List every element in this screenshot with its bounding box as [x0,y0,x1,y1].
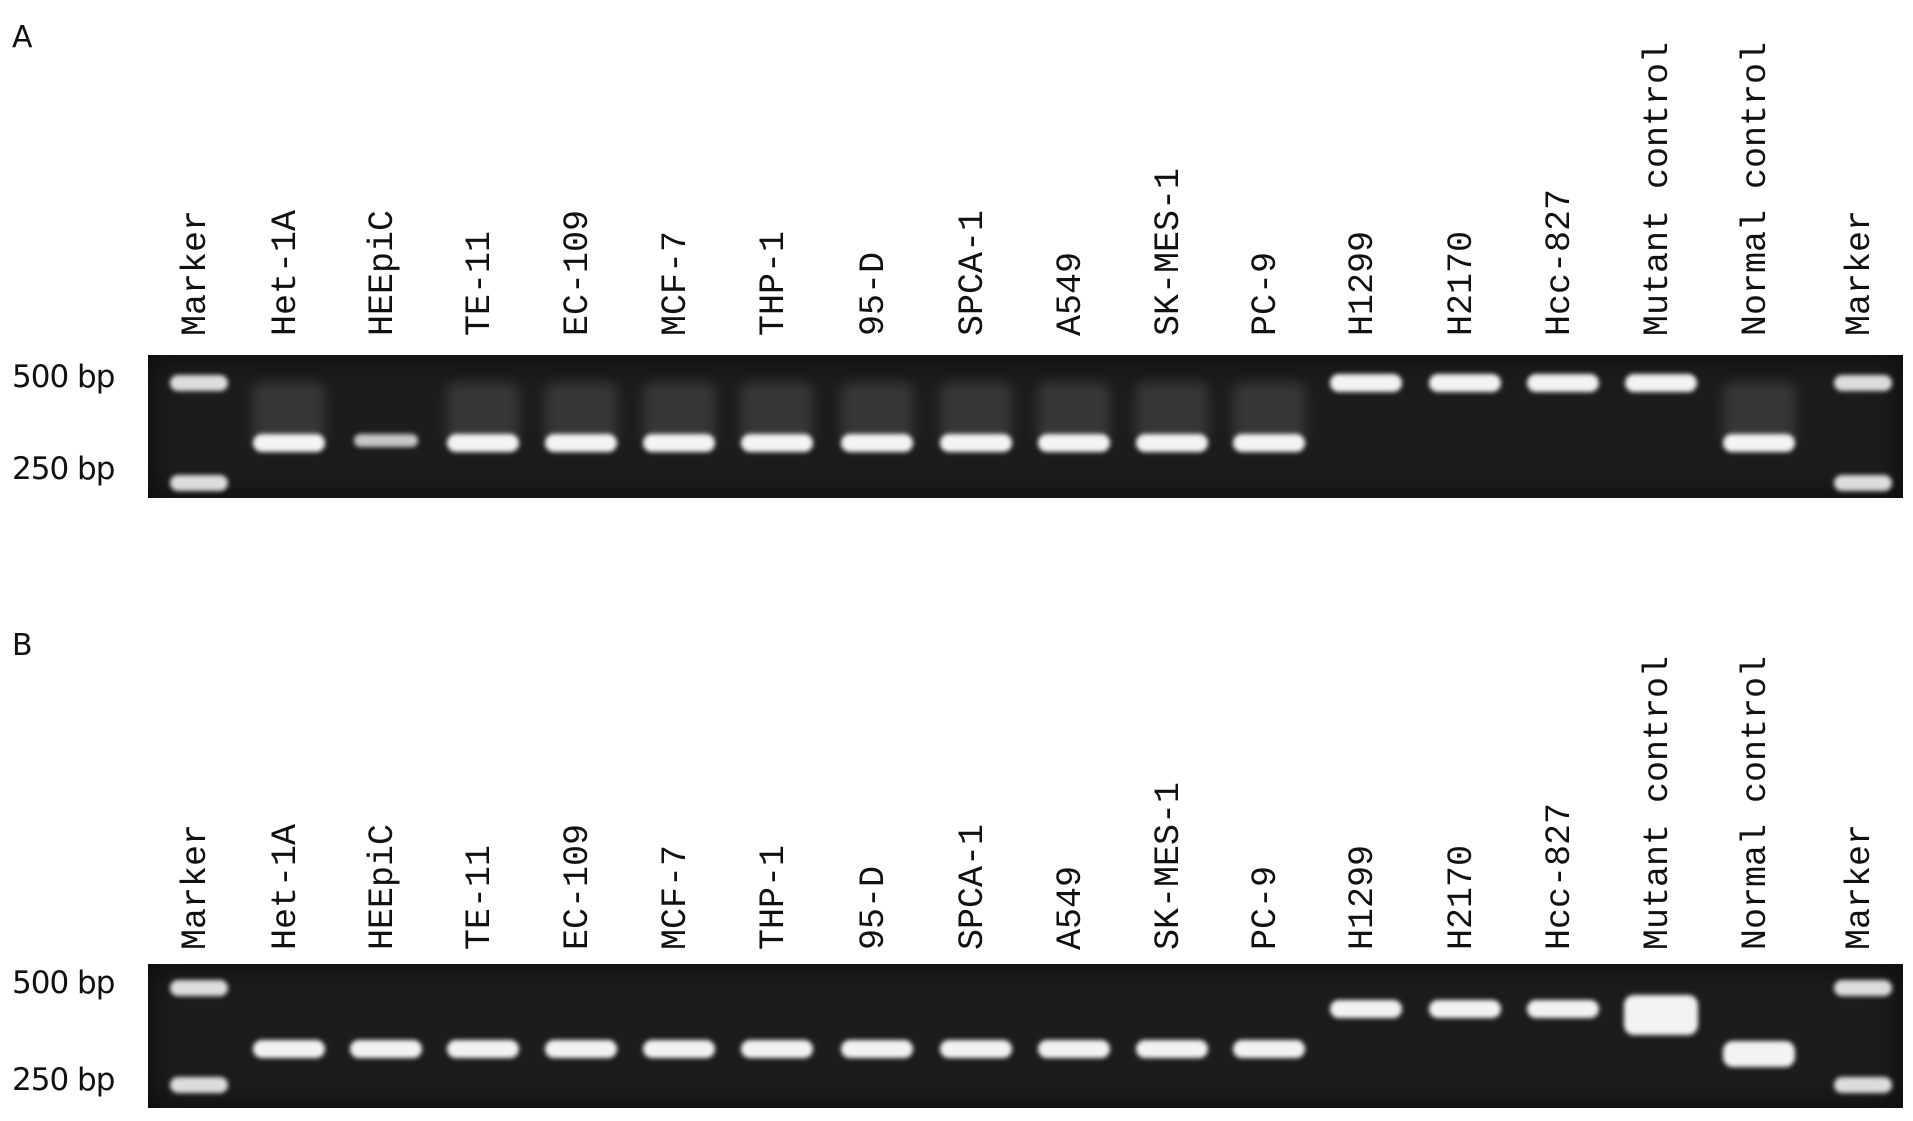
lane-label: EC-109 [557,823,598,950]
lane-label: Marker [176,823,217,950]
lane-label: H1299 [1343,230,1384,336]
lane-label: SK-MES-1 [1148,781,1189,950]
dna-band [170,1076,229,1093]
lane-label: THP-1 [753,844,794,950]
lane-label: MCF-7 [655,844,696,950]
dna-band [354,433,419,447]
dna-band [939,433,1012,452]
dna-band [1623,995,1698,1036]
lane-label: 95-D [853,865,894,950]
dna-band [1135,433,1208,452]
dna-band [447,433,520,452]
lane-label: A549 [1050,865,1091,950]
lane-label: Mutant control [1637,41,1678,336]
band-smear [1135,383,1208,443]
lane-label: A549 [1050,251,1091,336]
dna-band [840,433,913,452]
band-smear [1037,383,1110,443]
dna-band [1429,999,1502,1018]
lane-label: Normal control [1735,655,1776,950]
lane-label: H1299 [1343,844,1384,950]
band-smear [252,383,325,443]
lane-label: TE-11 [460,844,501,950]
dna-band [1833,1076,1892,1093]
dna-band [1526,373,1599,392]
panel-letter: A [12,20,33,55]
band-smear [1233,383,1306,443]
band-smear [740,383,813,443]
dna-band [1833,980,1892,997]
lane-label: Marker [1839,209,1880,336]
size-marker-250: 250 bp [12,1062,115,1098]
dna-band [170,374,229,391]
dna-band [939,1040,1012,1059]
band-smear [447,383,520,443]
lane-label: Het-1A [265,209,306,336]
band-smear [939,383,1012,443]
dna-band [1233,1040,1306,1059]
dna-band [642,433,715,452]
gel-image [148,355,1903,498]
lane-label: TE-11 [460,230,501,336]
dna-band [170,475,229,492]
dna-band [544,1040,617,1059]
lane-label: Marker [1839,823,1880,950]
dna-band [1722,433,1795,452]
lane-label: H2170 [1442,844,1483,950]
dna-band [1135,1040,1208,1059]
lane-label: MCF-7 [655,230,696,336]
dna-band [170,980,229,997]
lane-label: Het-1A [265,823,306,950]
lane-label: Normal control [1735,41,1776,336]
lane-label: H2170 [1442,230,1483,336]
lane-label: PC-9 [1246,251,1287,336]
lane-label: SK-MES-1 [1148,167,1189,336]
dna-band [252,1040,325,1059]
lane-label: HEEpiC [363,823,404,950]
gel-image [148,964,1903,1108]
dna-band [447,1040,520,1059]
dna-band [1330,999,1403,1018]
dna-band [1233,433,1306,452]
lane-label: THP-1 [753,230,794,336]
dna-band [1722,1041,1795,1068]
lane-label: 95-D [853,251,894,336]
size-marker-500: 500 bp [12,965,115,1001]
band-smear [1722,383,1795,443]
lane-label: SPCA-1 [952,823,993,950]
dna-band [1526,999,1599,1018]
lane-label: SPCA-1 [952,209,993,336]
dna-band [544,433,617,452]
band-smear [544,383,617,443]
dna-band [740,1040,813,1059]
lane-label: Marker [176,209,217,336]
dna-band [1037,1040,1110,1059]
dna-band [840,1040,913,1059]
panel-letter: B [12,628,33,663]
lane-label: HEEpiC [363,209,404,336]
dna-band [642,1040,715,1059]
band-smear [840,383,913,443]
dna-band [252,433,325,452]
dna-band [1624,373,1697,392]
lane-label: Hcc-827 [1539,802,1580,950]
size-marker-500: 500 bp [12,359,115,395]
dna-band [350,1040,423,1059]
dna-band [1833,475,1892,492]
size-marker-250: 250 bp [12,451,115,487]
dna-band [740,433,813,452]
lane-label: PC-9 [1246,865,1287,950]
band-smear [642,383,715,443]
dna-band [1037,433,1110,452]
dna-band [1429,373,1502,392]
dna-band [1330,373,1403,392]
lane-label: Mutant control [1637,655,1678,950]
lane-label: EC-109 [557,209,598,336]
dna-band [1833,374,1892,391]
lane-label: Hcc-827 [1539,188,1580,336]
